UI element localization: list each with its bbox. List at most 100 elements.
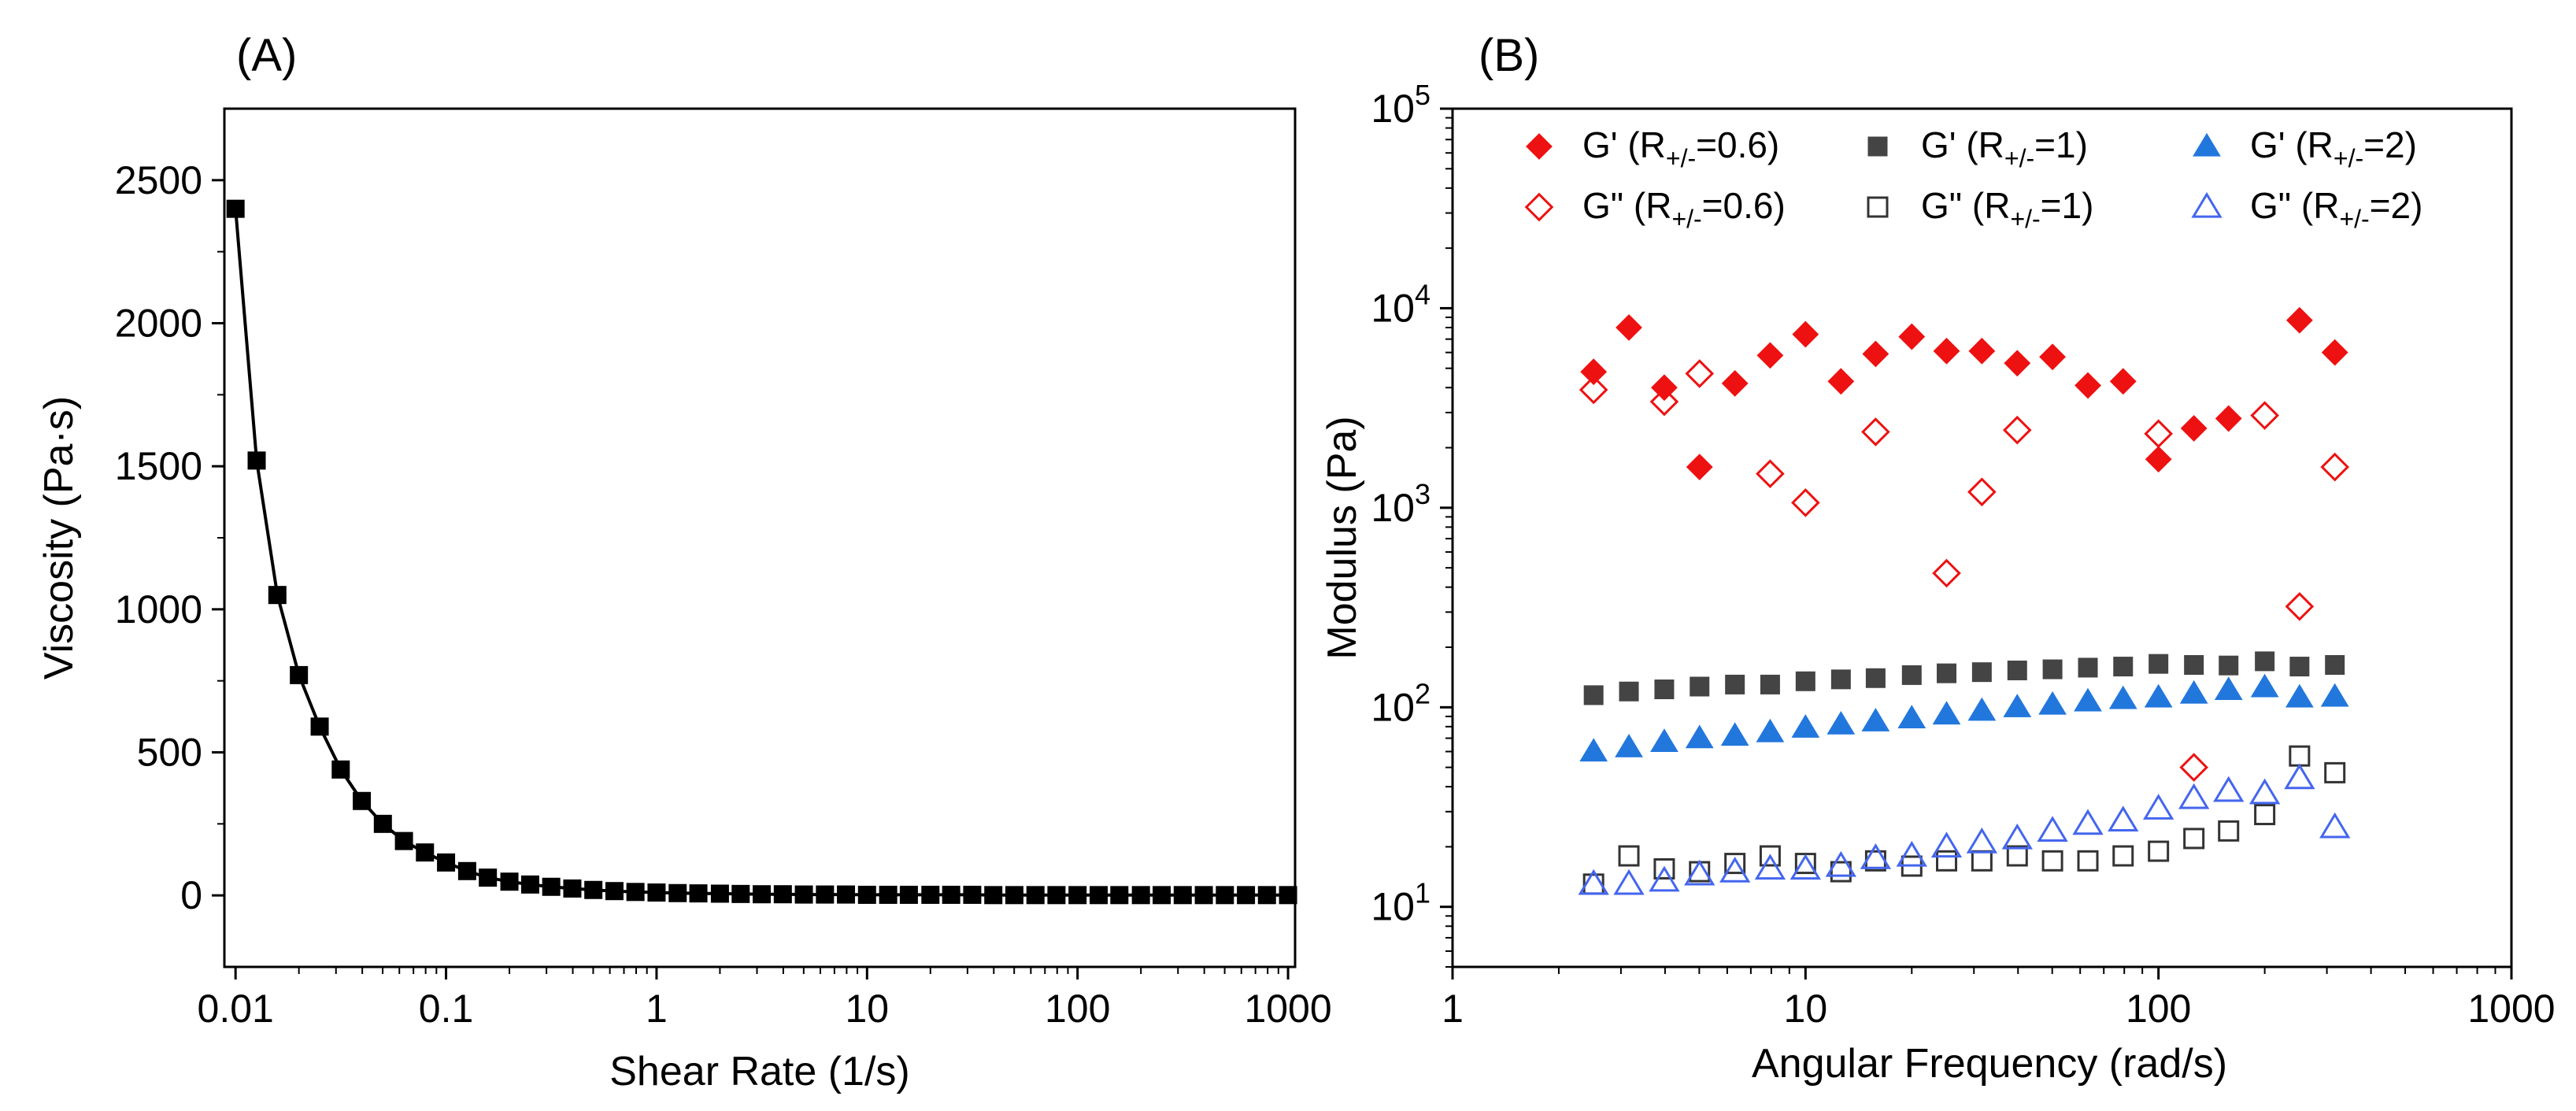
- panel-b-data-point: [1619, 681, 1639, 702]
- panel-a-data-point: [479, 868, 498, 887]
- panel-b-legend-marker: [2191, 191, 2223, 218]
- panel-b-series-0: [1580, 306, 2348, 481]
- panel-b-data-point: [2078, 657, 2098, 678]
- panel-b-y-tick-label: 105: [1371, 79, 1430, 131]
- panel-a-data-point: [542, 877, 561, 896]
- panel-b-legend-marker: [1867, 136, 1888, 157]
- panel-a-y-tick-label: 0: [180, 873, 202, 917]
- panel-b-data-point: [2038, 691, 2067, 715]
- panel-b-data-point: [1937, 663, 1957, 683]
- panel-b-data-point: [2039, 343, 2067, 371]
- panel-b-data-point: [2113, 657, 2134, 677]
- panel-b-data-point: [2285, 306, 2313, 334]
- panel-b-data-point: [2145, 446, 2172, 473]
- panel-b-data-point: [1971, 850, 1993, 872]
- panel-b-data-point: [1650, 728, 1678, 753]
- panel-a-data-point: [879, 885, 898, 904]
- panel-a-data-point: [710, 884, 729, 903]
- panel-b-data-point: [1754, 854, 1786, 880]
- panel-b-series-3: [1582, 745, 2346, 895]
- panel-b-chart: (B) 1 10 100 1000 101 102 103 104 105 G' (R+/-=0…: [1319, 30, 2556, 1087]
- panel-b-data-point: [1791, 488, 1820, 517]
- panel-b-data-point: [2149, 654, 2169, 674]
- panel-a-x-tick-label: 1000: [1244, 987, 1331, 1031]
- panel-b-data-point: [1967, 697, 1997, 721]
- panel-b-data-point: [1583, 685, 1604, 705]
- panel-b-data-point: [2255, 651, 2275, 672]
- panel-b-data-point: [1861, 417, 1890, 446]
- panel-b-data-point: [2213, 776, 2245, 802]
- panel-a-data-point: [290, 665, 309, 684]
- panel-b-data-point: [2072, 809, 2104, 835]
- panel-b-data-point: [2112, 845, 2134, 867]
- panel-a-data-point: [1068, 886, 1087, 905]
- panel-b-data-point: [1898, 323, 1926, 350]
- panel-b-data-point: [2144, 419, 2173, 449]
- panel-b-data-point: [2108, 685, 2137, 709]
- panel-b-legend-entry: G' (R+/-=1): [1867, 124, 2088, 172]
- panel-b-data-point: [2002, 415, 2032, 445]
- panel-a-data-point: [689, 884, 708, 903]
- panel-a-y-tick-label: 2500: [115, 158, 202, 202]
- panel-b-data-point: [1724, 853, 1746, 875]
- panel-b-data-point: [1936, 850, 1958, 872]
- panel-b-data-point: [1653, 857, 1675, 880]
- panel-b-data-point: [1897, 705, 1926, 729]
- panel-a-y-tick-label: 1500: [115, 444, 202, 488]
- panel-b-data-point: [2285, 591, 2315, 621]
- panel-a-data-point: [857, 885, 876, 904]
- panel-b-legend-label: G" (R+/-=2): [2250, 185, 2422, 233]
- panel-b-data-point: [1690, 676, 1710, 697]
- panel-a-data-point: [1131, 886, 1150, 905]
- panel-a-data-point: [563, 879, 582, 898]
- panel-b-data-point: [1860, 843, 1892, 869]
- panel-a-y-tick-label: 2000: [115, 302, 202, 346]
- panel-a-data-point: [1047, 886, 1066, 905]
- panel-b-data-point: [2214, 676, 2243, 701]
- panel-b-data-point: [2321, 339, 2348, 366]
- panel-a-data-point: [1257, 886, 1276, 905]
- panel-b-legend-marker: [1526, 133, 1553, 160]
- panel-a-y-axis-label: Viscosity (Pa·s): [36, 396, 82, 680]
- panel-a-data-point: [668, 883, 687, 902]
- panel-b-legend-entry: G' (R+/-=0.6): [1526, 124, 1779, 172]
- panel-b-data-point: [2284, 763, 2315, 790]
- panel-b-data-point: [1616, 314, 1642, 341]
- panel-b-data-point: [2320, 683, 2349, 707]
- panel-a-data-point: [394, 831, 413, 850]
- panel-b-data-point: [2183, 828, 2205, 850]
- panel-b-series-4: [1579, 673, 2349, 762]
- panel-b-data-point: [2006, 845, 2028, 867]
- panel-b-data-point: [1759, 845, 1781, 867]
- panel-b-data-point: [2250, 401, 2279, 430]
- panel-a-data-point: [647, 883, 666, 902]
- panel-b-legend-entry: G" (R+/-=1): [1867, 185, 2093, 233]
- panel-b-legend-label: G" (R+/-=1): [1921, 185, 2093, 233]
- panel-a-data-point: [331, 760, 350, 779]
- panel-b-data-point: [1685, 359, 1715, 388]
- panel-b-data-point: [1795, 671, 1815, 691]
- panel-b-data-point: [1618, 845, 1640, 867]
- panel-b-legend-marker: [1867, 196, 1889, 218]
- panel-b-data-point: [2001, 823, 2033, 850]
- panel-b-x-tick-label: 10: [1784, 987, 1828, 1031]
- panel-b-data-point: [1613, 868, 1645, 895]
- panel-b-legend-entry: G' (R+/-=2): [2193, 124, 2417, 172]
- panel-b-data-point: [1684, 859, 1715, 886]
- panel-b-data-point: [1966, 827, 1998, 854]
- panel-a-data-point: [1173, 886, 1192, 905]
- panel-b-data-point: [1792, 320, 1819, 348]
- panel-b-data-point: [2077, 850, 2099, 872]
- panel-a-data-point: [1237, 886, 1256, 905]
- panel-b-data-point: [1901, 665, 1922, 685]
- panel-a-data-point: [1216, 886, 1234, 905]
- panel-a-series-line: [234, 209, 1289, 897]
- panel-b-data-point: [2037, 816, 2068, 843]
- panel-b-data-point: [1580, 358, 1608, 386]
- panel-b-x-tick-label: 100: [2126, 987, 2191, 1031]
- panel-a-data-point: [794, 885, 813, 904]
- panel-b-data-point: [1862, 340, 1889, 368]
- panel-b-x-tick-label: 1000: [2467, 987, 2555, 1031]
- panel-b-data-point: [2143, 794, 2174, 820]
- panel-a-data-point: [1090, 886, 1108, 905]
